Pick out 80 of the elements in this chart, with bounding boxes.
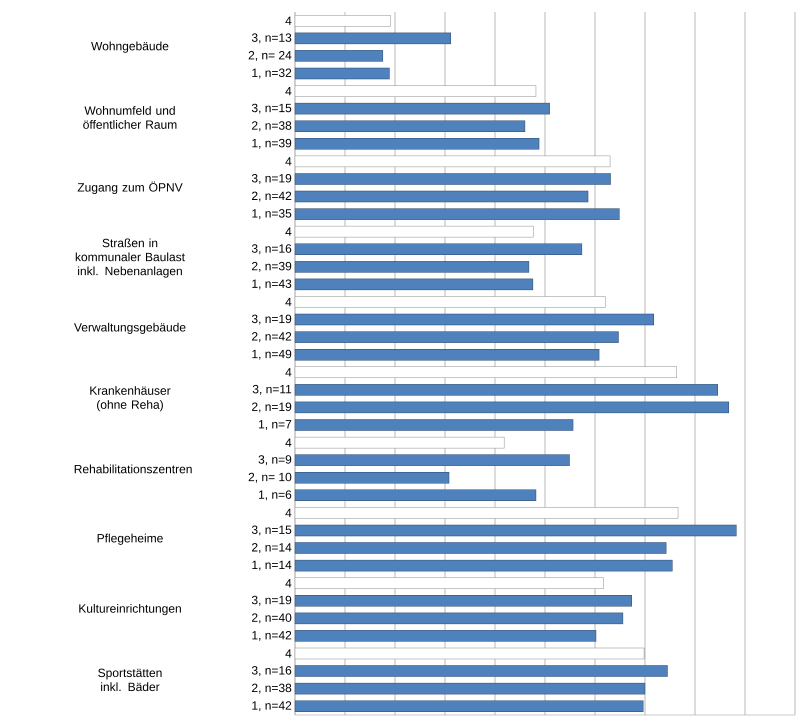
bar [294,173,611,185]
y-tick-label: 1, n=42 [252,630,292,641]
text: Kultureinrichtungen [79,604,181,616]
bar [294,489,536,501]
text: Rehabilitationszentren [74,464,192,474]
y-tick-label: 3, n=16 [252,666,292,676]
y-tick-label: 2, n=40 [252,613,292,624]
y-tick-label: 3, n=19 [252,174,292,184]
text: Sportstätten inkl. Bäder [98,668,162,691]
text: Wohnumfeld und öffentlicher Raum [83,106,176,129]
bar [294,243,582,255]
y-tick-label: 4 [285,227,292,236]
bar [294,419,574,431]
bar [294,665,668,677]
y-tick-label: 1, n=14 [252,560,292,570]
y-tick-label: 4 [285,649,292,658]
y-tick-label: 1, n=6 [259,490,292,500]
bar [294,348,600,360]
bar [294,700,644,712]
y-tick-label: 3, n=15 [252,525,292,536]
y-tick-label: 2, n=38 [252,121,292,132]
bar [294,314,654,326]
y-tick-label: 4 [285,157,292,166]
y-tick-label: 3, n=13 [252,33,292,44]
y-tick-label: 1, n=35 [252,209,292,219]
bar [294,612,624,624]
y-tick-label: 1, n=49 [252,350,292,360]
bar [294,384,718,396]
y-tick-label: 4 [285,298,292,306]
bar [294,594,632,606]
y-tick-label: 2, n=42 [252,332,292,342]
text: Wohngebäude [91,41,168,53]
bar [294,630,596,642]
y-tick-label: 3, n=19 [252,596,292,606]
y-tick-label: 4 [285,508,292,517]
bar [294,472,450,484]
y-tick-label: 1, n=43 [252,279,292,290]
bar [294,560,673,572]
y-tick-label: 2, n= 24 [248,50,292,61]
text: Verwaltungsgebäude [74,322,186,334]
y-tick-label: 3, n=19 [252,314,292,324]
bar [294,260,530,272]
y-tick-label: 3, n=11 [252,384,292,395]
y-tick-label: 4 [285,578,292,588]
y-tick-label: 2, n=38 [252,684,292,694]
bar [294,524,737,536]
bar [294,120,526,132]
y-tick-label: 1, n=39 [252,138,292,149]
bar [294,402,730,414]
y-tick-label: 3, n=16 [252,244,292,254]
y-tick-label: 4 [285,86,292,96]
bar [294,190,588,202]
text: Pflegeheime [98,534,163,545]
y-tick-label: 4 [285,438,292,447]
bar [294,542,666,554]
bar [294,50,384,62]
y-tick-label: 1, n=7 [259,420,292,430]
y-tick-label: 1, n=42 [252,701,292,712]
text: Krankenhäuser (ohne Reha) [90,386,170,412]
text: Straßen in kommunaler Baulast inkl. Nebenanlagen [76,238,185,278]
bar [294,32,452,44]
bar [294,68,390,80]
y-tick-label: 2, n=42 [252,191,292,202]
y-tick-label: 1, n=32 [252,68,292,78]
bar [294,278,534,290]
y-tick-label: 2, n=39 [252,262,292,272]
y-tick-label: 2, n=19 [252,402,292,412]
y-tick-label: 4 [285,16,292,25]
y-tick-label: 3, n=15 [252,104,292,114]
bar [294,454,570,466]
bar [294,208,620,220]
bar [294,138,540,150]
bar [294,102,550,114]
bar [294,331,619,343]
y-tick-label: 2, n= 10 [248,472,292,483]
y-tick-label: 3, n=9 [258,455,292,466]
bar [294,682,646,694]
y-tick-label: 2, n=14 [252,542,292,553]
y-tick-label: 4 [285,368,292,376]
text: Zugang zum ÖPNV [78,181,183,194]
